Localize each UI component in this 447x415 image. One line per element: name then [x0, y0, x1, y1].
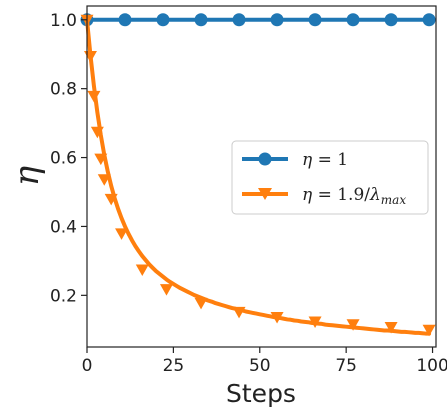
series-point-1 — [159, 284, 173, 296]
series-point-1 — [422, 324, 436, 337]
series-point-1 — [115, 228, 129, 240]
legend-label-eta-1: η = 1 — [302, 150, 348, 170]
y-tick-label: 0.6 — [50, 149, 77, 169]
series-point-0 — [232, 13, 246, 27]
legend-label-eta-adaptive: η = 1.9/λmax — [302, 185, 406, 207]
series-point-0 — [156, 13, 170, 27]
series-point-1 — [87, 90, 101, 103]
x-axis-title: Steps — [226, 379, 296, 408]
series-point-0 — [346, 13, 360, 27]
x-tick-label: 0 — [82, 356, 93, 376]
y-tick-label: 0.2 — [50, 286, 77, 306]
x-tick-label: 50 — [249, 356, 271, 376]
series-point-1 — [94, 153, 108, 166]
legend-marker-eta-adaptive — [258, 188, 272, 200]
y-tick-label: 1.0 — [50, 11, 77, 31]
series-point-0 — [194, 13, 208, 27]
plot-frame — [86, 5, 437, 348]
series-point-1 — [232, 306, 246, 319]
x-tick-label: 100 — [416, 356, 447, 376]
series-point-0 — [384, 13, 398, 27]
series-point-1 — [90, 126, 104, 139]
series-point-0 — [270, 13, 284, 27]
series-layer — [80, 13, 436, 337]
legend: η = 1 η = 1.9/λmax — [231, 140, 429, 215]
series-point-1 — [83, 50, 97, 63]
y-tick-label: 0.4 — [50, 217, 77, 237]
series-point-1 — [135, 264, 149, 276]
y-axis-title: η — [7, 165, 47, 186]
ticks-layer: 0 25 50 75 100 0.2 0.4 0.6 0.8 1.0 — [50, 11, 447, 376]
series-point-1 — [346, 319, 360, 331]
x-tick-label: 25 — [163, 356, 185, 376]
series-point-1 — [308, 316, 322, 329]
series-point-1 — [97, 174, 111, 186]
series-point-0 — [118, 13, 132, 27]
series-line-1 — [85, 17, 432, 336]
series-point-0 — [308, 13, 322, 27]
y-tick-label: 0.8 — [50, 80, 77, 100]
series-point-1 — [384, 322, 398, 334]
x-tick-label: 75 — [335, 356, 357, 376]
series-point-1 — [270, 312, 284, 324]
series-point-1 — [194, 297, 208, 310]
legend-marker-eta-1 — [258, 152, 272, 166]
series-point-1 — [104, 193, 118, 206]
series-point-0 — [422, 13, 436, 27]
